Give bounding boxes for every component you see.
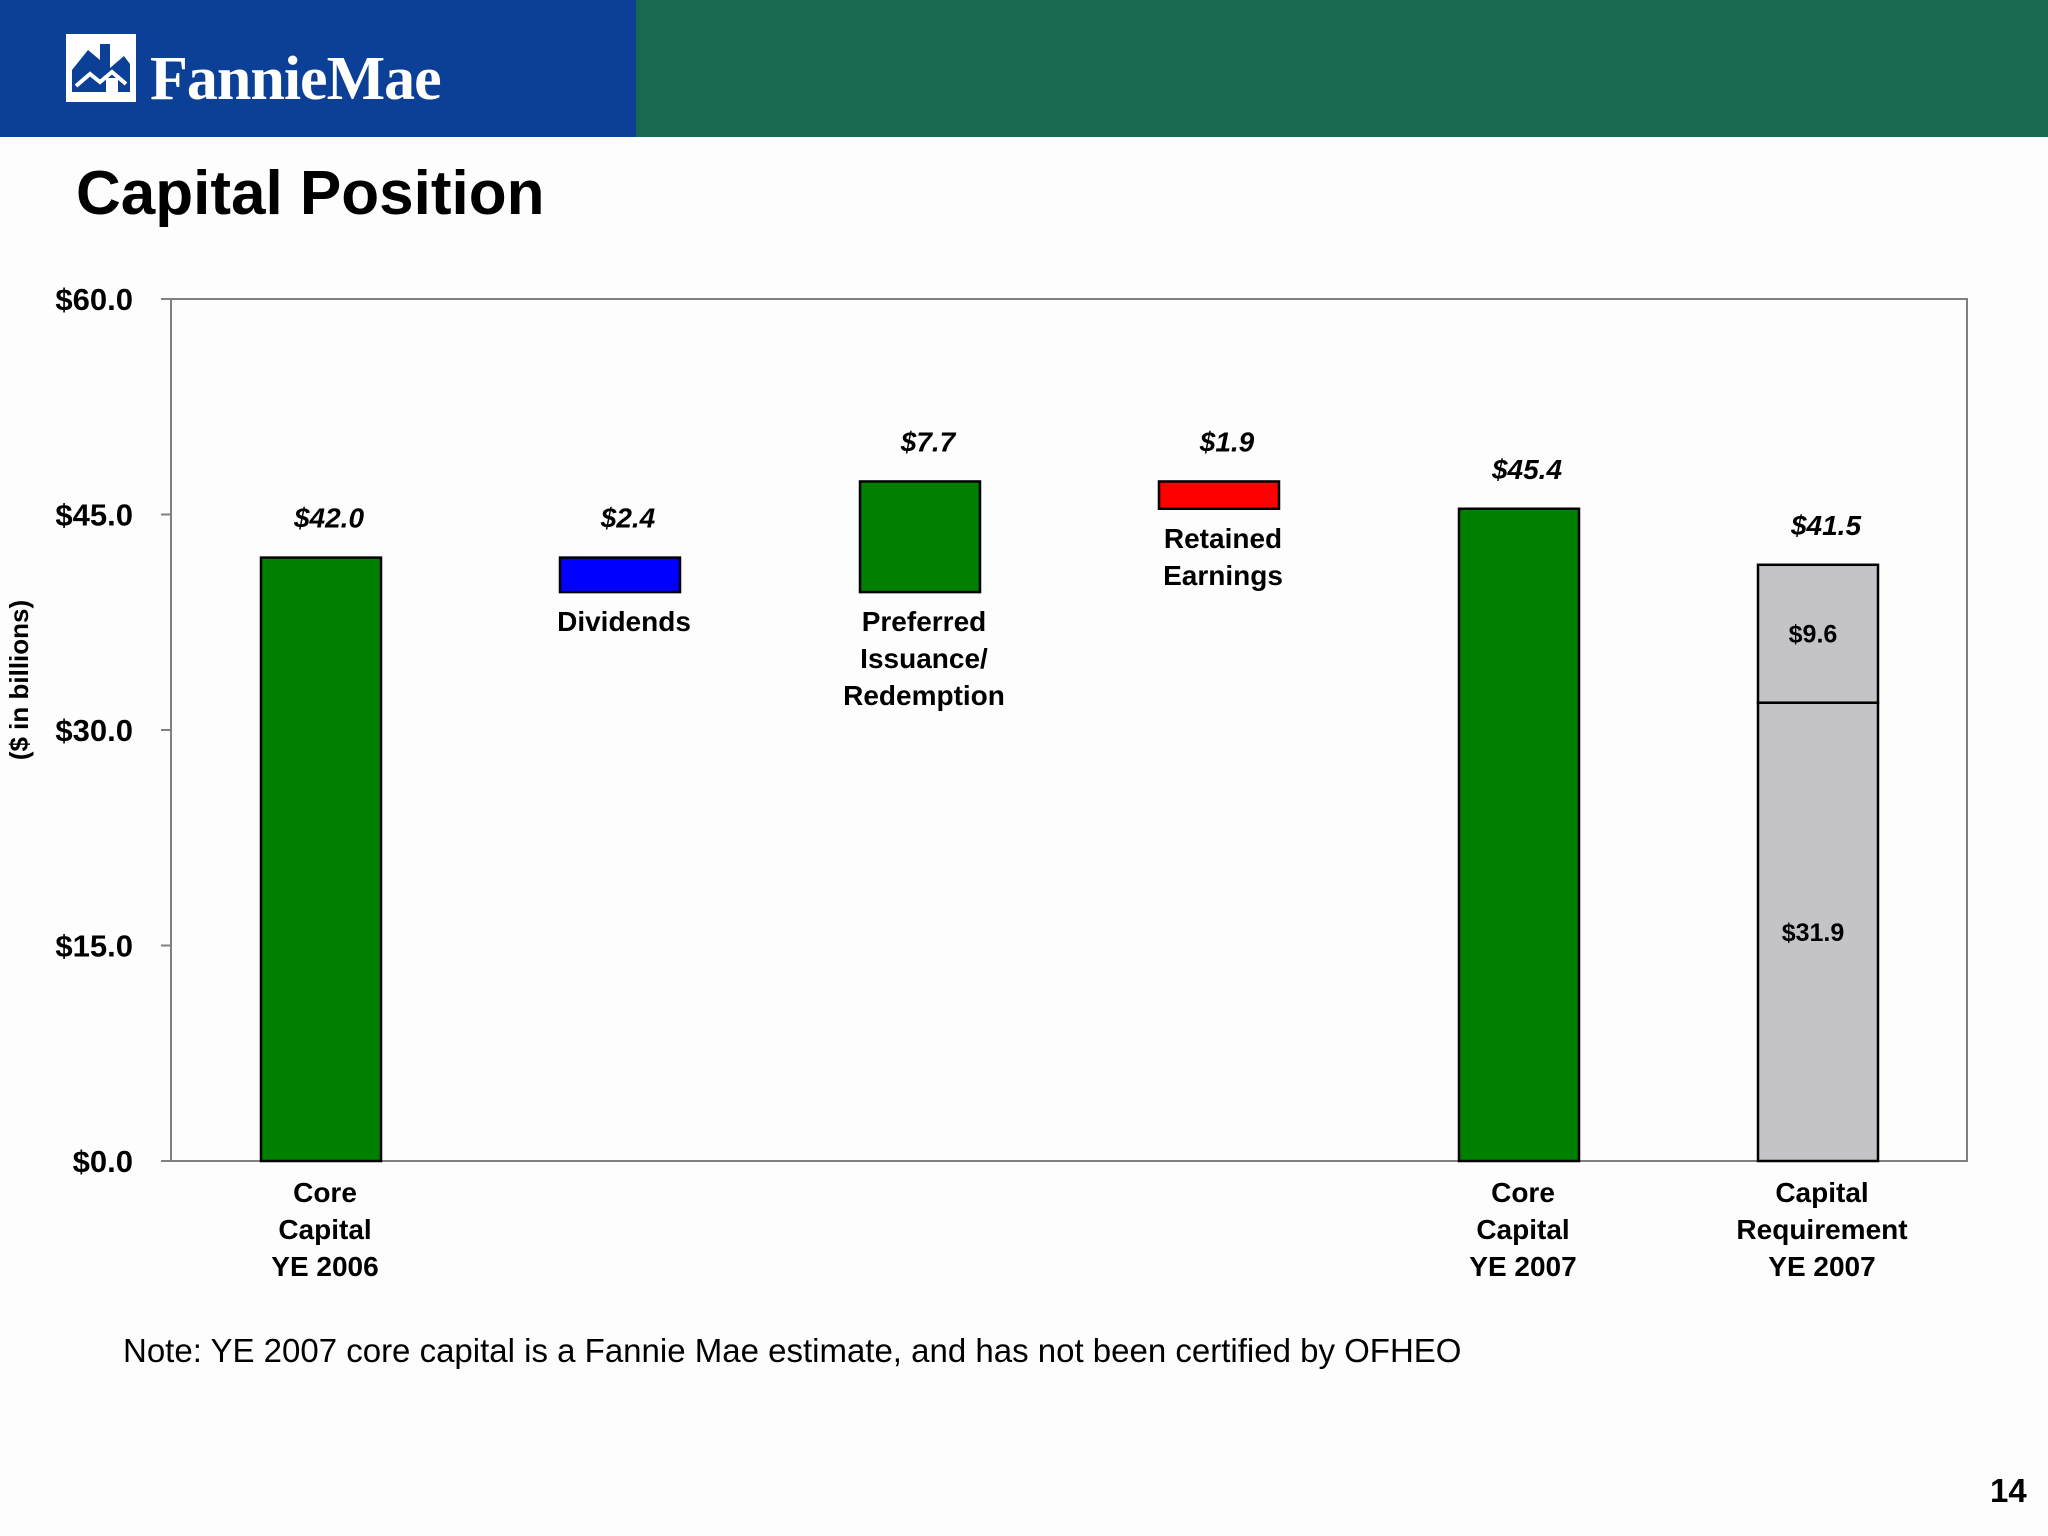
fanniemae-logo-icon [66, 34, 136, 102]
data-label: $42.0 [293, 503, 364, 534]
data-label: $2.4 [600, 503, 656, 534]
bar [1457, 507, 1581, 1163]
y-tick-label: $0.0 [73, 1144, 133, 1179]
y-tick-label: $15.0 [55, 929, 133, 964]
category-label: Dividends [557, 606, 691, 637]
bar [1157, 480, 1281, 511]
data-label: $41.5 [1790, 510, 1861, 541]
brand-name: FannieMae [150, 45, 442, 113]
category-label: Capital [278, 1214, 371, 1245]
category-label: YE 2007 [1469, 1251, 1576, 1282]
category-label: Requirement [1736, 1214, 1907, 1245]
header-accent-bar [636, 0, 2048, 137]
category-label: Core [293, 1177, 357, 1208]
y-tick-label: $60.0 [55, 282, 133, 317]
data-label: $7.7 [900, 426, 957, 457]
y-tick-label: $30.0 [55, 713, 133, 748]
category-label: Redemption [843, 680, 1005, 711]
data-label: $1.9 [1199, 426, 1255, 457]
category-label: YE 2007 [1768, 1251, 1875, 1282]
category-label: Earnings [1163, 560, 1283, 591]
y-tick-label: $45.0 [55, 498, 133, 533]
y-axis-label: ($ in billions) [4, 600, 34, 760]
category-label: Issuance/ [860, 643, 988, 674]
category-label: Capital [1476, 1214, 1569, 1245]
bar-segment [1756, 563, 1880, 704]
segment-label: $9.6 [1789, 621, 1838, 649]
page-number: 14 [1990, 1472, 2027, 1509]
segment-label: $31.9 [1782, 919, 1845, 947]
bar [558, 556, 682, 594]
category-label: Core [1491, 1177, 1555, 1208]
category-label: Capital [1775, 1177, 1868, 1208]
capital-position-chart: $0.0 $15.0 $30.0 $45.0 $60.0 ($ in billions) $… [4, 282, 1968, 1282]
page-title: Capital Position [76, 159, 545, 228]
bar [858, 480, 982, 594]
footnote: Note: YE 2007 core capital is a Fannie M… [123, 1332, 1462, 1369]
category-label: YE 2006 [271, 1251, 378, 1282]
bar [259, 556, 383, 1163]
category-label: Retained [1164, 523, 1282, 554]
category-label: Preferred [862, 606, 987, 637]
bar-segment [1756, 701, 1880, 1163]
data-label: $45.4 [1491, 454, 1562, 485]
plot-frame [170, 298, 1968, 1162]
